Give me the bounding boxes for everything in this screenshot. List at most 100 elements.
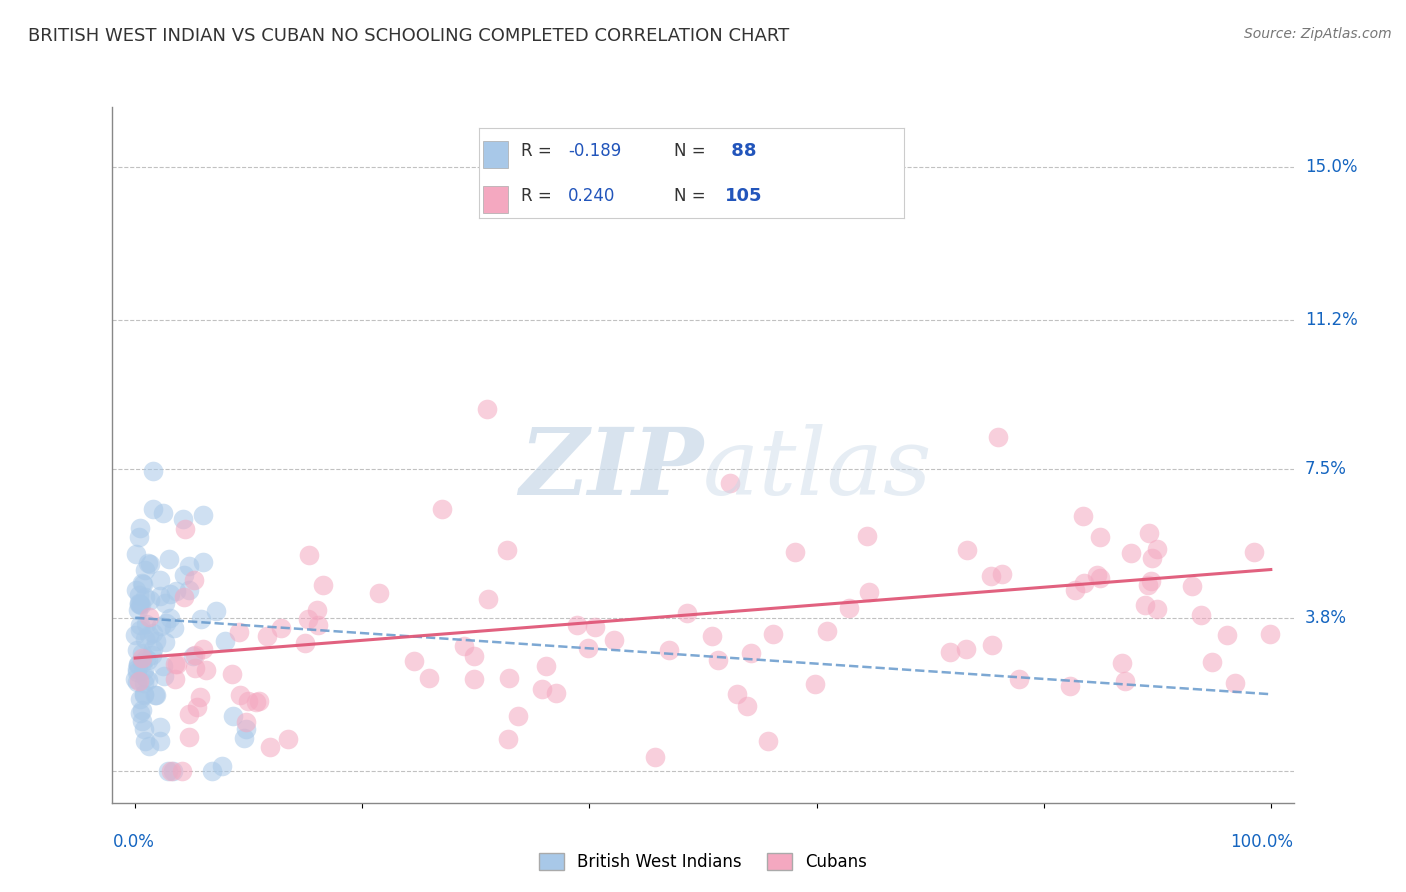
Point [534,659,557,673]
Point [855,529,877,543]
Point [725,687,748,701]
Point [530,682,553,697]
Point [142,626,165,640]
Point [134,722,156,736]
Point [1137,525,1160,540]
Point [127,662,149,676]
Point [128,597,150,611]
Point [138,609,160,624]
Point [307,618,329,632]
Point [463,673,485,687]
Point [1146,542,1168,557]
Point [186,700,208,714]
Point [956,543,979,558]
Point [131,646,153,660]
Text: 3.8%: 3.8% [1305,609,1347,627]
Point [153,635,176,649]
Point [762,627,785,641]
Point [125,643,148,657]
Point [1146,601,1168,615]
Point [1073,576,1095,591]
Point [990,567,1012,582]
Point [128,588,150,602]
Point [127,657,149,671]
Point [1201,655,1223,669]
Point [676,606,699,620]
Point [1119,546,1142,560]
Point [980,568,1002,582]
Point [463,649,485,664]
Point [165,672,187,686]
Point [270,621,292,635]
Point [1085,568,1108,582]
Point [235,723,257,737]
Point [191,641,214,656]
Point [127,657,149,672]
Point [134,632,156,647]
Point [125,674,148,689]
Text: 15.0%: 15.0% [1305,159,1357,177]
Point [1136,578,1159,592]
Point [153,669,176,683]
Point [298,549,321,563]
Point [124,628,146,642]
Point [783,544,806,558]
Point [155,616,177,631]
Text: 100.0%: 100.0% [1230,833,1294,851]
Point [152,659,174,673]
Point [165,583,187,598]
Point [143,688,166,702]
Point [163,621,186,635]
Point [815,624,838,639]
Text: Source: ZipAtlas.com: Source: ZipAtlas.com [1244,27,1392,41]
Point [1114,673,1136,688]
Point [294,636,316,650]
Point [453,639,475,653]
Point [193,555,215,569]
Point [127,603,149,617]
Point [232,731,254,746]
Point [125,547,148,561]
Point [172,764,194,778]
Point [149,720,172,734]
Text: 11.2%: 11.2% [1305,311,1357,329]
Point [583,620,606,634]
Point [256,629,278,643]
Point [740,646,762,660]
Point [205,603,228,617]
Point [138,627,160,641]
Point [127,665,149,679]
Point [737,699,759,714]
Point [1059,679,1081,693]
Point [159,587,181,601]
Point [172,512,194,526]
Point [756,733,779,747]
Point [707,653,730,667]
Point [1189,607,1212,622]
Point [228,625,250,640]
Point [498,671,520,685]
Point [129,691,152,706]
Point [496,731,519,746]
Point [1090,571,1112,585]
Point [235,714,257,729]
Point [477,401,499,416]
Point [277,731,299,746]
Point [160,764,183,778]
Point [173,567,195,582]
Point [159,611,181,625]
Point [128,596,150,610]
Point [142,641,165,656]
Point [179,730,201,744]
Point [1140,551,1163,566]
Point [1111,656,1133,670]
Point [183,648,205,663]
Point [145,634,167,648]
Point [188,690,211,704]
Point [1258,626,1281,640]
Point [132,675,155,690]
Point [165,657,187,671]
Point [135,616,157,631]
Point [155,596,177,610]
Point [135,650,157,665]
